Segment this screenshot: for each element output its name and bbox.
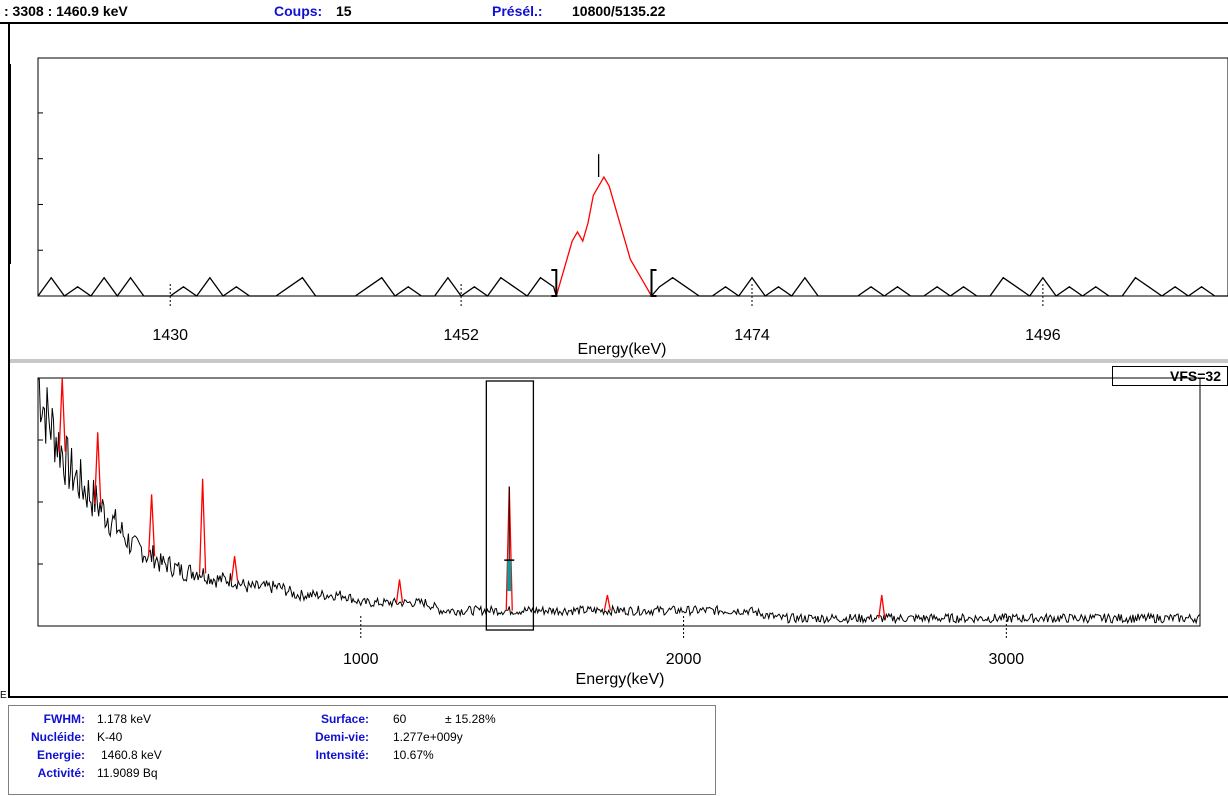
full-spectrum-chart[interactable]: 1000 2000 3000 Energy(keV): [0, 370, 1228, 696]
zoom-x-tick-label-3: 1496: [1025, 327, 1061, 344]
cursor-marker: [507, 560, 512, 592]
corner-mark: E: [0, 690, 7, 701]
full-plot-frame: [37, 377, 1201, 627]
surface-label: Surface:: [320, 712, 369, 726]
roi-left-bracket: [551, 269, 558, 297]
zoom-x-tick-label-1: 1452: [443, 327, 479, 344]
counts-label: Coups:: [274, 3, 323, 19]
full-peak-mark-2: [147, 494, 156, 557]
preset-value: 10800/5135.22: [572, 3, 666, 19]
full-x-tick-label-1: 2000: [666, 651, 702, 668]
surface-value: 60: [393, 712, 407, 726]
full-x-axis-label: Energy(keV): [576, 671, 665, 688]
zoom-x-tick-label-0: 1430: [152, 327, 188, 344]
preset-label: Présél.:: [492, 3, 543, 19]
status-bar: : 3308 : 1460.9 keV Coups: 15 Présél.: 1…: [0, 0, 1228, 24]
peak-info-panel: FWHM: 1.178 keV Nucléide: K-40 Energie: …: [8, 705, 716, 795]
vfs-scale-label[interactable]: VFS=32: [1112, 366, 1228, 386]
full-peak-mark-5: [395, 579, 404, 603]
zoom-plot-frame: [37, 57, 1228, 297]
channel-energy-readout: : 3308 : 1460.9 keV: [4, 3, 128, 19]
nuclide-value: K-40: [97, 730, 123, 744]
zoom-x-axis-label: Energy(keV): [578, 341, 667, 358]
full-peak-mark-8: [878, 594, 886, 619]
full-peak-mark-0: [58, 377, 66, 452]
zoom-series-background-2: [651, 276, 1228, 297]
nuclide-label: Nucléide:: [30, 730, 85, 744]
energy-value: 1460.8 keV: [101, 748, 162, 762]
intensity-label: Intensité:: [315, 748, 369, 762]
full-peak-mark-4: [230, 556, 239, 581]
counts-value: 15: [336, 3, 352, 19]
fwhm-label: FWHM:: [43, 712, 85, 726]
full-series-spectrum: [37, 378, 1201, 625]
zoom-window-rect: [485, 380, 535, 631]
full-peak-mark-7: [603, 594, 612, 611]
activity-label: Activité:: [37, 766, 85, 780]
halflife-label: Demi-vie:: [314, 730, 369, 744]
full-x-tick-label-0: 1000: [343, 651, 379, 668]
roi-right-bracket: [650, 269, 657, 297]
energy-label: Energie:: [36, 748, 85, 762]
pane-splitter[interactable]: [10, 359, 1228, 363]
zoom-series-peak-1: [555, 175, 653, 297]
zoom-spectrum-chart[interactable]: 1430 1452 1474 1496 Energy(keV): [0, 0, 1228, 370]
full-peak-mark-3: [198, 478, 207, 574]
halflife-value: 1.277e+009y: [393, 730, 463, 744]
zoom-series-background-0: [37, 276, 557, 298]
surface-error: ± 15.28%: [445, 712, 496, 726]
activity-value: 11.9089 Bq: [97, 766, 158, 780]
fwhm-value: 1.178 keV: [97, 712, 152, 726]
left-scroll-stub: [8, 64, 11, 264]
intensity-value: 10.67%: [393, 748, 434, 762]
full-x-tick-label-2: 3000: [989, 651, 1025, 668]
zoom-x-tick-label-2: 1474: [734, 327, 770, 344]
spectrum-frame: [8, 24, 1228, 698]
full-peak-mark-1: [94, 432, 102, 504]
